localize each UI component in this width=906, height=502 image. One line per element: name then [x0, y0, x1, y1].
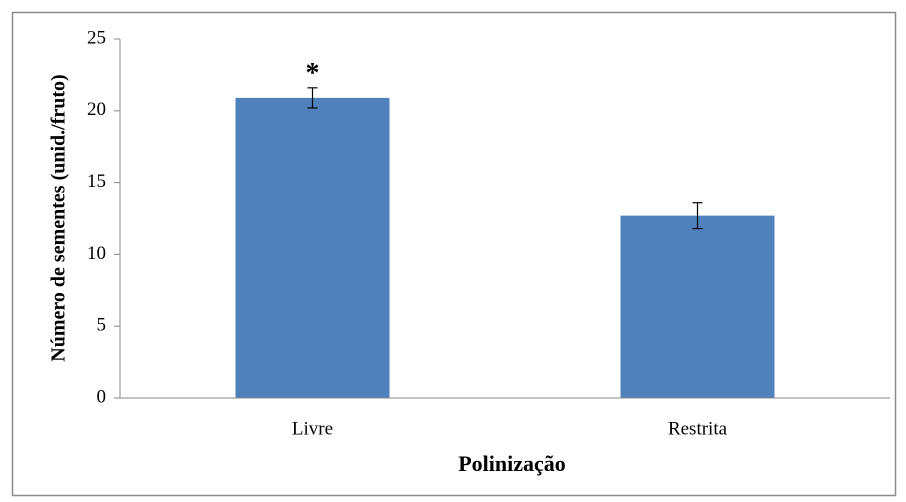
- bar: [620, 215, 775, 398]
- y-tick-label: 0: [97, 386, 107, 407]
- bar: [235, 97, 390, 398]
- x-tick-label: Livre: [292, 418, 333, 439]
- x-axis-title: Polinização: [458, 451, 566, 476]
- y-tick-label: 25: [87, 27, 106, 48]
- y-tick-label: 5: [97, 315, 107, 336]
- y-axis-title: Número de sementes (unid./fruto): [48, 74, 70, 361]
- y-tick-label: 15: [87, 171, 106, 192]
- annotation: *: [306, 58, 320, 89]
- y-tick-label: 10: [87, 243, 106, 264]
- y-tick-label: 20: [87, 99, 106, 120]
- x-tick-label: Restrita: [668, 418, 728, 439]
